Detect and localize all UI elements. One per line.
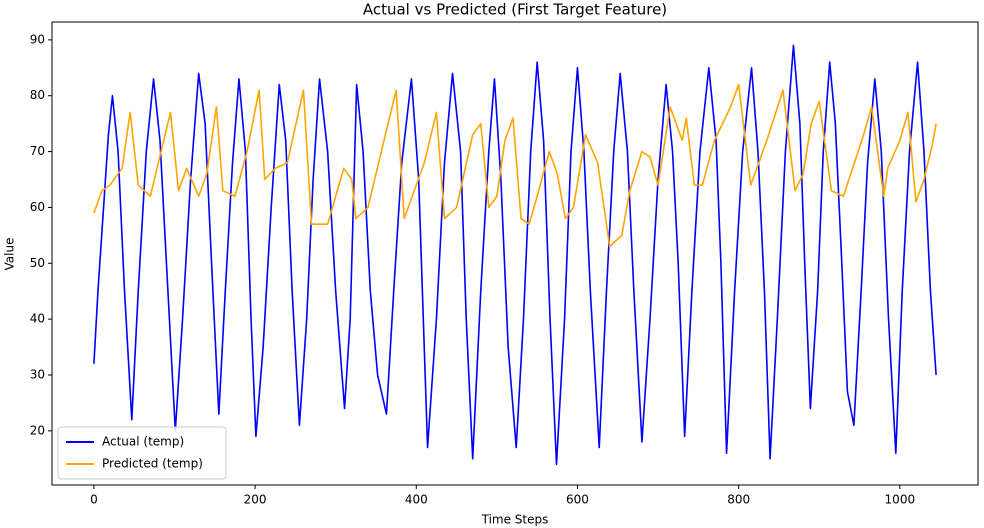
data-line [93, 44, 937, 466]
y-tick-label: 50 [30, 256, 45, 270]
x-axis-label: Time Steps [481, 513, 549, 527]
x-tick-label: 0 [90, 493, 98, 507]
plot-frame [51, 21, 979, 486]
legend-label: Actual (temp) [102, 435, 184, 449]
y-tick-label: 40 [30, 312, 45, 326]
x-tick-label: 800 [727, 493, 750, 507]
x-tick-label: 600 [566, 493, 589, 507]
y-axis-label: Value [3, 238, 17, 271]
chart-title: Actual vs Predicted (First Target Featur… [363, 1, 667, 19]
y-tick-label: 70 [30, 144, 45, 158]
y-tick-label: 20 [30, 423, 45, 437]
x-tick-label: 400 [405, 493, 428, 507]
data-line [93, 83, 937, 248]
y-tick-label: 90 [30, 32, 45, 46]
legend-label: Predicted (temp) [102, 457, 203, 471]
y-tick-label: 60 [30, 200, 45, 214]
y-tick-label: 30 [30, 367, 45, 381]
x-tick-label: 200 [244, 493, 267, 507]
legend-box [57, 426, 227, 480]
y-tick-label: 80 [30, 88, 45, 102]
x-tick-label: 1000 [885, 493, 916, 507]
